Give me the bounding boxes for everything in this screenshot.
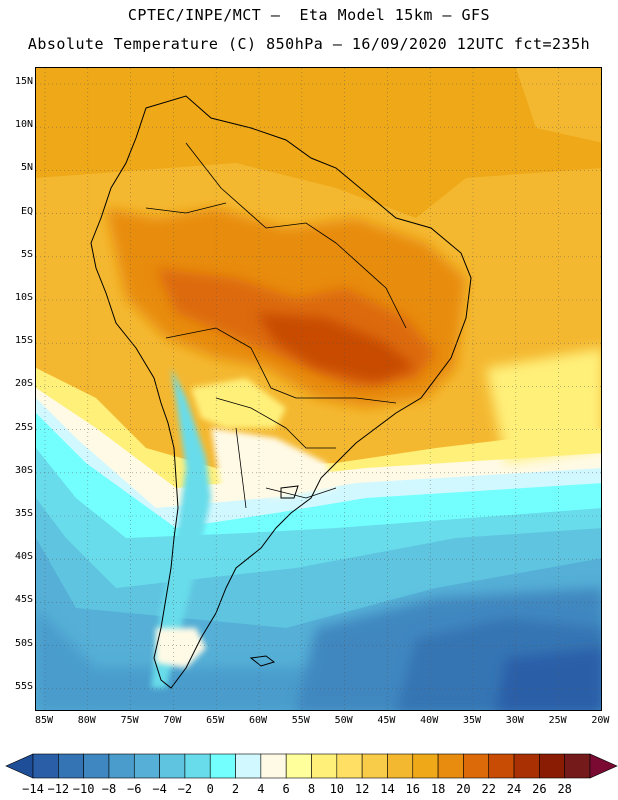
south-america-coastline bbox=[90, 95, 472, 689]
lon-tick-label: 50W bbox=[334, 715, 353, 726]
lat-tick-label: 35S bbox=[14, 508, 33, 519]
colorbar-segment bbox=[539, 753, 565, 779]
colorbar-tick-label: 14 bbox=[380, 782, 395, 796]
lat-tick-label: 45S bbox=[14, 594, 33, 606]
colorbar-segment bbox=[159, 753, 186, 779]
lon-tick-label: 75W bbox=[120, 715, 139, 726]
lon-tick-label: 70W bbox=[163, 715, 182, 726]
colorbar-tick-label: 12 bbox=[354, 782, 370, 796]
lat-tick-label: 15S bbox=[14, 335, 33, 347]
lat-lon-grid bbox=[36, 68, 601, 710]
colorbar-segment bbox=[361, 753, 388, 779]
lat-tick-label: 25S bbox=[14, 421, 33, 433]
lat-tick-label: 5N bbox=[20, 162, 33, 174]
colorbar-segment bbox=[336, 753, 363, 779]
lon-tick-label: 85W bbox=[34, 715, 54, 726]
colorbar-tick-label: 28 bbox=[557, 782, 572, 796]
colorbar-tick-label: −4 bbox=[152, 782, 167, 796]
lat-tick-label: 30S bbox=[14, 464, 33, 476]
map-canvas bbox=[36, 68, 601, 710]
colorbar-tick-label: 22 bbox=[481, 782, 496, 796]
colorbar-tick-label: −8 bbox=[101, 782, 117, 796]
colorbar-tick-label: −14 bbox=[22, 782, 44, 796]
lat-tick-label: EQ bbox=[20, 205, 33, 217]
lon-tick-label: 45W bbox=[377, 715, 396, 726]
lon-tick-label: 40W bbox=[420, 715, 439, 726]
lagoon bbox=[280, 485, 299, 499]
lat-tick-label: 10S bbox=[14, 292, 33, 303]
colorbar-arrow-high bbox=[589, 753, 618, 779]
lat-tick-label: 20S bbox=[14, 378, 33, 390]
colorbar-tick-label: 26 bbox=[532, 782, 547, 796]
lon-tick-label: 30W bbox=[505, 715, 524, 726]
colorbar-tick-label: 24 bbox=[506, 782, 522, 796]
colorbar-segment bbox=[58, 753, 84, 779]
colorbar-tick-label: 4 bbox=[257, 782, 265, 796]
colorbar-segment bbox=[32, 753, 59, 779]
colorbar-segment bbox=[209, 753, 236, 779]
temperature-field bbox=[36, 68, 601, 710]
lat-tick-label: 40S bbox=[14, 551, 33, 563]
lat-tick-label: 15N bbox=[14, 76, 33, 87]
colorbar-segment bbox=[463, 753, 490, 779]
colorbar-segment bbox=[387, 753, 414, 779]
colorbar-tick-label: 20 bbox=[456, 782, 471, 796]
lon-tick-label: 80W bbox=[77, 715, 96, 726]
colorbar-tick-label: 8 bbox=[307, 782, 316, 796]
colorbar-segment bbox=[513, 753, 540, 779]
lat-tick-label: 55S bbox=[14, 680, 33, 692]
temperature-map bbox=[35, 67, 602, 711]
colorbar-segment bbox=[488, 753, 515, 779]
lon-tick-label: 25W bbox=[548, 715, 567, 726]
colorbar-tick-label: 10 bbox=[329, 782, 345, 796]
colorbar-arrow-low bbox=[5, 753, 34, 779]
colorbar-tick-label: −10 bbox=[72, 782, 95, 796]
colorbar-segment bbox=[83, 753, 110, 779]
colorbar-segment bbox=[564, 753, 591, 779]
lon-tick-label: 35W bbox=[462, 715, 482, 726]
colorbar-segment bbox=[133, 753, 160, 779]
colorbar-tick-label: 16 bbox=[405, 782, 420, 796]
lon-tick-label: 20W bbox=[591, 715, 610, 726]
lat-tick-label: 10N bbox=[14, 119, 33, 131]
colorbar bbox=[5, 753, 618, 779]
chart-subtitle: Absolute Temperature (C) 850hPa – 16/09/… bbox=[27, 35, 591, 53]
colorbar-tick-label: −12 bbox=[47, 782, 70, 796]
colorbar-segment bbox=[260, 753, 287, 779]
colorbar-tick-label: 0 bbox=[206, 782, 214, 796]
colorbar-segment bbox=[412, 753, 439, 779]
falkland-islands bbox=[249, 655, 276, 667]
colorbar-segment bbox=[184, 753, 211, 779]
lat-tick-label: 50S bbox=[14, 637, 33, 649]
colorbar-tick-label: −2 bbox=[177, 782, 193, 796]
lon-tick-label: 65W bbox=[206, 715, 225, 726]
lon-tick-label: 60W bbox=[248, 715, 268, 726]
colorbar-tick-label: 2 bbox=[231, 782, 240, 796]
colorbar-segment bbox=[235, 753, 262, 779]
colorbar-tick-label: 6 bbox=[282, 782, 290, 796]
colorbar-segment bbox=[311, 753, 338, 779]
colorbar-segment bbox=[285, 753, 312, 779]
colorbar-tick-label: 18 bbox=[430, 782, 446, 796]
lon-tick-label: 55W bbox=[291, 715, 310, 726]
colorbar-tick-label: −6 bbox=[127, 782, 142, 796]
colorbar-segment bbox=[108, 753, 135, 779]
chart-title: CPTEC/INPE/MCT – Eta Model 15km – GFS bbox=[127, 6, 491, 24]
lat-tick-label: 5S bbox=[20, 248, 33, 260]
colorbar-segment bbox=[437, 753, 464, 779]
